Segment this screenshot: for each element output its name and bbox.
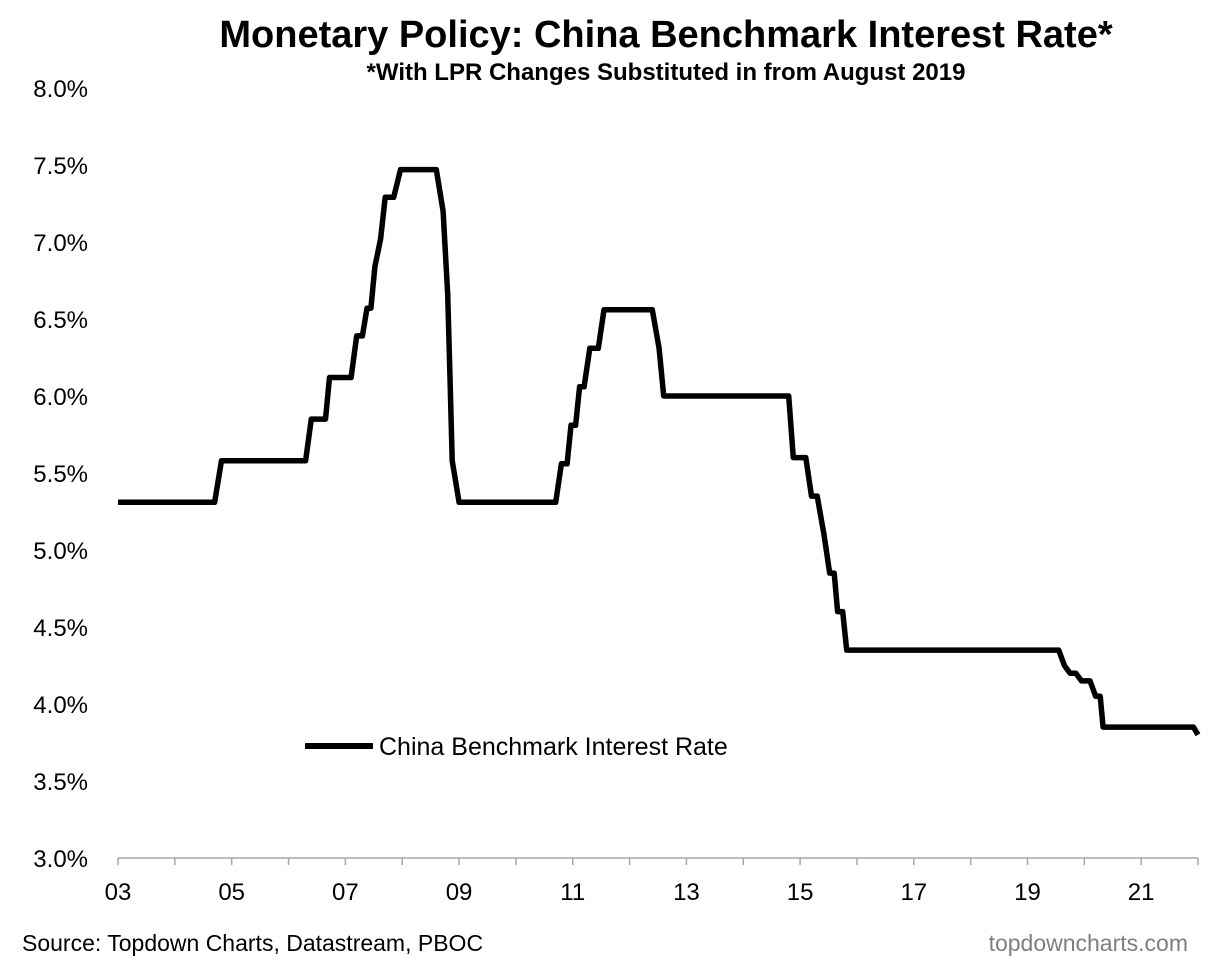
x-tick-label: 03: [105, 879, 132, 906]
x-tick-label: 17: [900, 879, 927, 906]
y-tick-label: 6.5%: [33, 307, 88, 334]
x-tick-label: 15: [787, 879, 814, 906]
y-axis-tick-labels: 3.0% 3.5% 4.0% 4.5% 5.0% 5.5% 6.0% 6.5% 7.0% 7.5%…: [33, 76, 88, 873]
x-tick-label: 19: [1014, 879, 1041, 906]
y-tick-label: 5.5%: [33, 461, 88, 488]
series-layer: [118, 166, 1201, 737]
x-tick-label: 09: [446, 879, 473, 906]
x-axis: [117, 857, 1199, 865]
y-tick-label: 4.0%: [33, 692, 88, 719]
chart-subtitle: *With LPR Changes Substituted in from Au…: [367, 59, 966, 86]
y-tick-label: 3.5%: [33, 769, 88, 796]
y-tick-label: 8.0%: [33, 76, 88, 103]
x-tick-label: 07: [332, 879, 359, 906]
legend: China Benchmark Interest Rate: [305, 733, 728, 761]
y-tick-label: 7.0%: [33, 230, 88, 257]
series-line-china-benchmark-interest-rate: [118, 166, 1201, 737]
x-tick-label: 11: [560, 879, 585, 906]
y-tick-label: 7.5%: [33, 153, 88, 180]
brand-watermark: topdowncharts.com: [989, 930, 1188, 956]
source-note: Source: Topdown Charts, Datastream, PBOC: [22, 930, 483, 956]
y-tick-label: 3.0%: [33, 846, 88, 873]
y-tick-label: 6.0%: [33, 384, 88, 411]
x-tick-label: 13: [673, 879, 700, 906]
chart-title: Monetary Policy: China Benchmark Interes…: [219, 14, 1112, 56]
legend-label: China Benchmark Interest Rate: [379, 733, 728, 761]
y-tick-label: 5.0%: [33, 538, 88, 565]
x-tick-label: 05: [218, 879, 245, 906]
x-tick-label: 21: [1128, 879, 1155, 906]
y-tick-label: 4.5%: [33, 615, 88, 642]
x-axis-tick-labels: 03 05 07 09 11 13 15 17 19 21: [105, 879, 1155, 906]
